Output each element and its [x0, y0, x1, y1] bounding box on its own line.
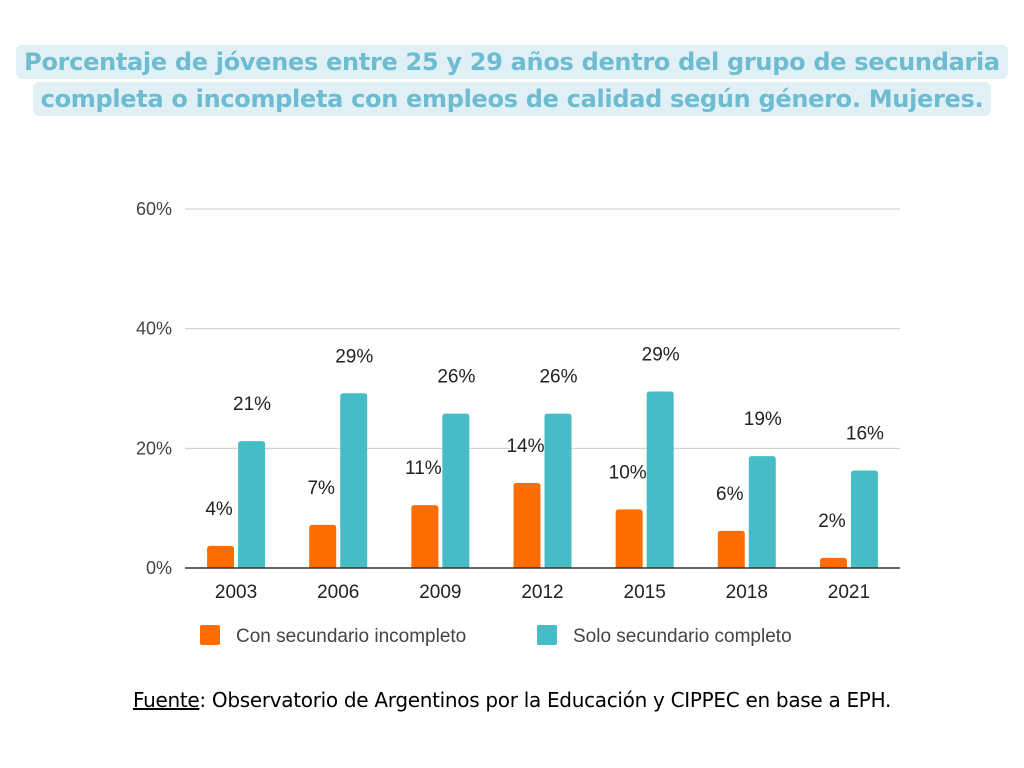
bar	[340, 393, 368, 568]
bar	[442, 413, 470, 568]
data-label: 6%	[716, 484, 744, 505]
data-label: 29%	[642, 344, 680, 365]
chart-title: Porcentaje de jóvenes entre 25 y 29 años…	[0, 44, 1024, 118]
data-label: 29%	[335, 346, 373, 367]
data-label: 14%	[506, 436, 544, 457]
data-label: 19%	[744, 409, 782, 430]
legend-swatch	[200, 625, 220, 645]
x-tick-label: 2021	[828, 582, 870, 603]
bar	[544, 413, 572, 568]
data-label: 7%	[307, 478, 335, 499]
bar	[238, 441, 266, 568]
source-text: : Observatorio de Argentinos por la Educ…	[199, 688, 892, 712]
legend-label: Con secundario incompleto	[236, 626, 466, 647]
bar	[819, 557, 847, 568]
bar	[748, 456, 776, 568]
data-label: 21%	[233, 394, 271, 415]
data-label: 11%	[405, 458, 442, 479]
bar	[850, 470, 878, 568]
y-tick-label: 20%	[136, 438, 172, 458]
x-tick-label: 2006	[317, 582, 359, 603]
x-tick-label: 2012	[521, 582, 563, 603]
bar	[411, 505, 439, 568]
legend-swatch	[537, 625, 557, 645]
data-label: 16%	[846, 423, 884, 444]
y-tick-label: 40%	[136, 319, 172, 339]
bar	[513, 483, 541, 568]
y-tick-label: 0%	[146, 558, 172, 578]
x-tick-label: 2003	[215, 582, 257, 603]
data-label: 26%	[437, 367, 475, 388]
data-label: 2%	[818, 511, 846, 532]
legend-label: Solo secundario completo	[573, 626, 792, 647]
x-tick-label: 2018	[726, 582, 768, 603]
y-tick-label: 60%	[136, 199, 172, 219]
source-note: Fuente: Observatorio de Argentinos por l…	[0, 688, 1024, 712]
x-tick-label: 2015	[624, 582, 666, 603]
data-label: 4%	[205, 499, 233, 520]
data-label: 10%	[609, 462, 647, 483]
x-tick-label: 2009	[419, 582, 461, 603]
source-label: Fuente	[132, 688, 200, 712]
bar	[615, 509, 643, 568]
bar	[646, 391, 674, 568]
bar	[717, 530, 745, 568]
data-label: 26%	[539, 367, 577, 388]
bar	[309, 524, 337, 568]
bar	[207, 545, 235, 568]
